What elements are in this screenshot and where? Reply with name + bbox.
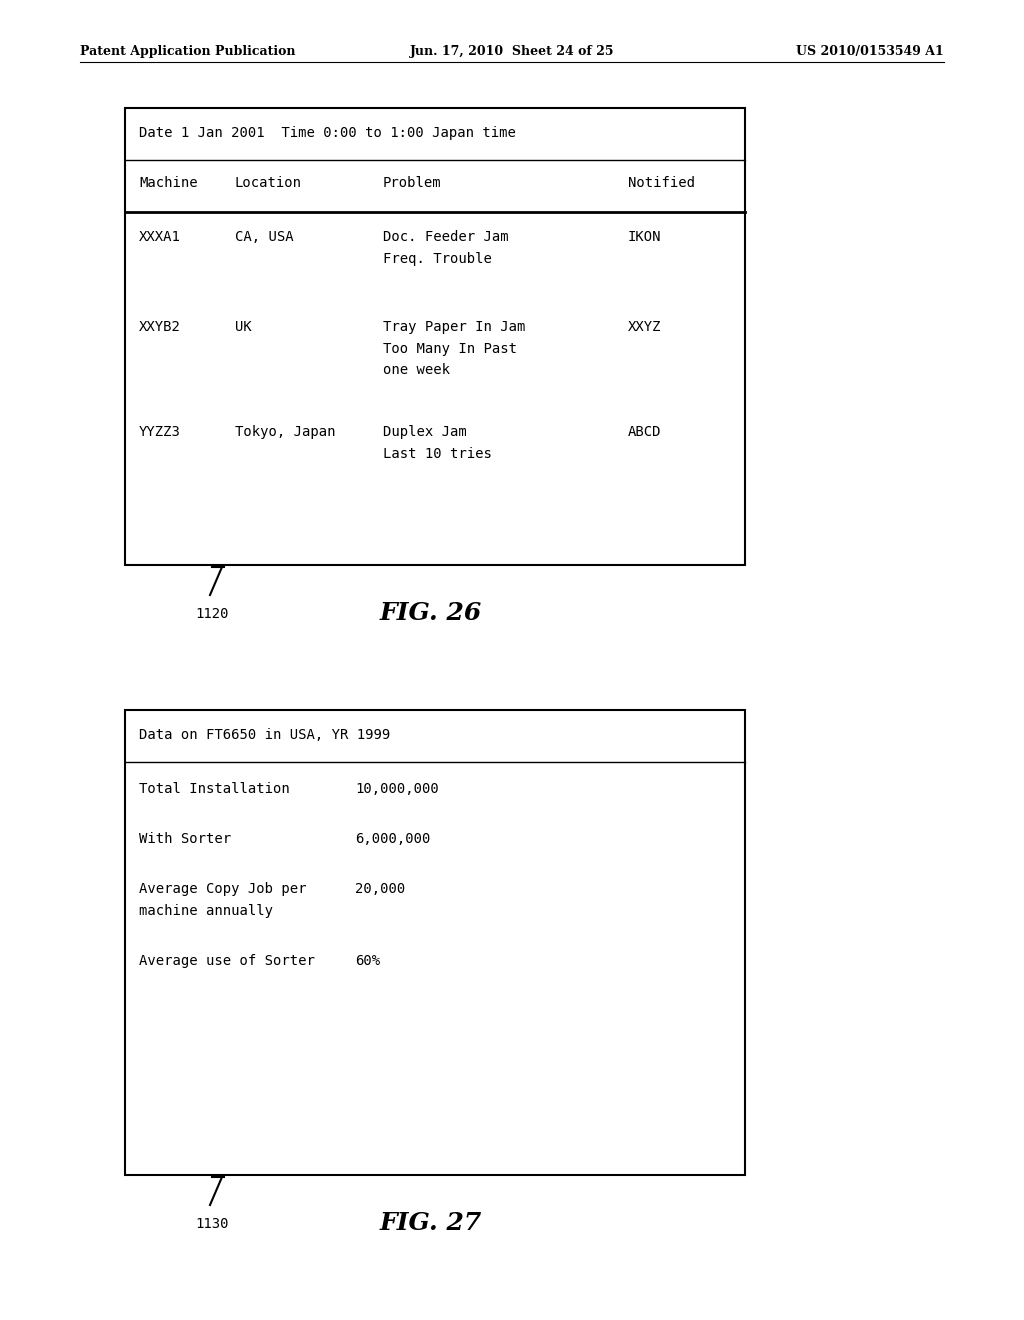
Text: UK: UK [234, 319, 252, 334]
Text: Tray Paper In Jam
Too Many In Past
one week: Tray Paper In Jam Too Many In Past one w… [383, 319, 525, 378]
Text: Average Copy Job per
machine annually: Average Copy Job per machine annually [139, 882, 306, 917]
Text: Average use of Sorter: Average use of Sorter [139, 954, 314, 968]
Text: 20,000: 20,000 [355, 882, 406, 896]
Text: Duplex Jam
Last 10 tries: Duplex Jam Last 10 tries [383, 425, 492, 461]
Text: XXXA1: XXXA1 [139, 230, 181, 244]
Text: FIG. 27: FIG. 27 [380, 1210, 482, 1236]
Text: Problem: Problem [383, 176, 441, 190]
Text: 6,000,000: 6,000,000 [355, 832, 430, 846]
Bar [125, 108, 745, 565]
Text: Total Installation: Total Installation [139, 781, 290, 796]
Text: US 2010/0153549 A1: US 2010/0153549 A1 [797, 45, 944, 58]
Text: Data on FT6650 in USA, YR 1999: Data on FT6650 in USA, YR 1999 [139, 729, 390, 742]
Text: 10,000,000: 10,000,000 [355, 781, 438, 796]
Text: 1120: 1120 [195, 607, 228, 620]
Text: 1130: 1130 [195, 1217, 228, 1232]
Text: Date 1 Jan 2001  Time 0:00 to 1:00 Japan time: Date 1 Jan 2001 Time 0:00 to 1:00 Japan … [139, 125, 516, 140]
Bar [125, 710, 745, 1175]
Text: ABCD: ABCD [628, 425, 662, 440]
Text: Notified: Notified [628, 176, 695, 190]
Text: XXYZ: XXYZ [628, 319, 662, 334]
Text: Location: Location [234, 176, 302, 190]
Text: YYZZ3: YYZZ3 [139, 425, 181, 440]
Text: IKON: IKON [628, 230, 662, 244]
Text: 60%: 60% [355, 954, 380, 968]
Text: FIG. 26: FIG. 26 [380, 601, 482, 624]
Text: Machine: Machine [139, 176, 198, 190]
Text: With Sorter: With Sorter [139, 832, 231, 846]
Text: CA, USA: CA, USA [234, 230, 294, 244]
Text: Tokyo, Japan: Tokyo, Japan [234, 425, 336, 440]
Text: Patent Application Publication: Patent Application Publication [80, 45, 296, 58]
Text: XXYB2: XXYB2 [139, 319, 181, 334]
Text: Doc. Feeder Jam
Freq. Trouble: Doc. Feeder Jam Freq. Trouble [383, 230, 509, 265]
Text: Jun. 17, 2010  Sheet 24 of 25: Jun. 17, 2010 Sheet 24 of 25 [410, 45, 614, 58]
